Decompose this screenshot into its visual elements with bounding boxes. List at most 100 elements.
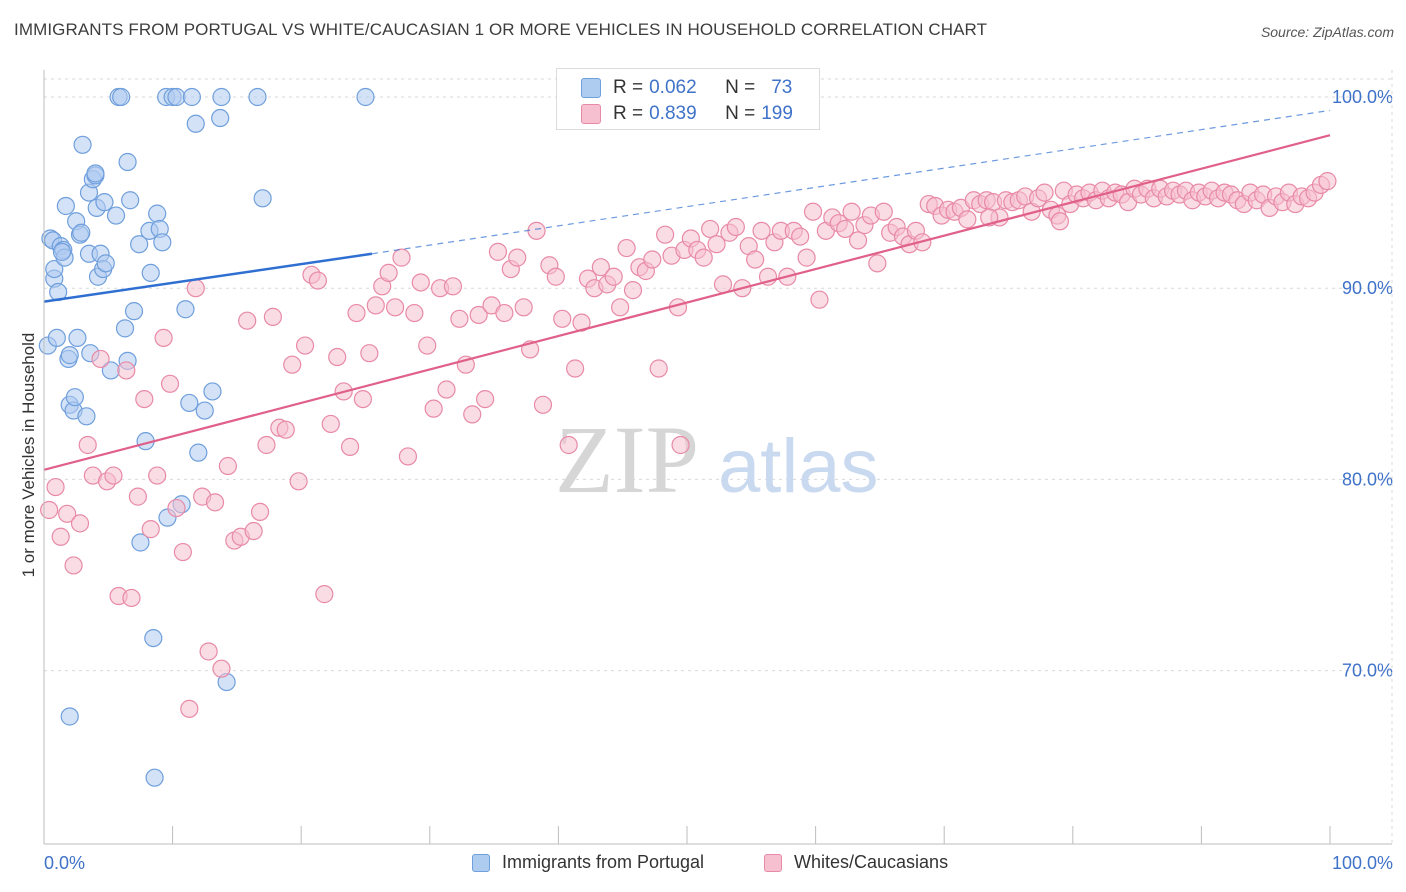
legend-label: Immigrants from Portugal bbox=[502, 852, 705, 872]
point-portugal bbox=[118, 152, 137, 172]
point-whites bbox=[791, 227, 810, 246]
point-portugal bbox=[45, 259, 64, 279]
point-whites bbox=[591, 258, 610, 277]
point-portugal bbox=[195, 401, 214, 420]
point-whites bbox=[566, 359, 585, 378]
point-portugal bbox=[72, 223, 91, 242]
point-portugal bbox=[65, 388, 84, 407]
point-whites bbox=[398, 447, 418, 466]
watermark-zip: ZIP bbox=[555, 406, 699, 513]
point-portugal bbox=[212, 87, 231, 107]
point-whites bbox=[533, 395, 553, 414]
point-whites bbox=[148, 466, 167, 485]
point-portugal bbox=[56, 196, 75, 216]
point-whites bbox=[167, 498, 186, 518]
legend-item-whites[interactable]: Whites/Caucasians bbox=[764, 852, 948, 873]
point-whites bbox=[122, 588, 141, 608]
point-whites bbox=[51, 527, 70, 546]
n-label: N = bbox=[725, 77, 756, 98]
point-whites bbox=[527, 221, 546, 240]
point-whites bbox=[411, 273, 430, 292]
point-whites bbox=[366, 296, 385, 315]
point-whites bbox=[58, 504, 77, 523]
point-whites bbox=[379, 263, 398, 283]
y-tick-label: 80.0% bbox=[1342, 469, 1393, 489]
x-tick-label-max: 100.0% bbox=[1332, 853, 1393, 873]
point-portugal bbox=[211, 108, 230, 128]
y-tick-label: 90.0% bbox=[1342, 278, 1393, 298]
stats-row-blue: R = 0.062 N = 73 bbox=[581, 76, 792, 100]
point-whites bbox=[508, 248, 527, 267]
point-whites bbox=[205, 493, 225, 512]
point-whites bbox=[868, 254, 887, 273]
point-whites bbox=[244, 521, 263, 541]
point-whites bbox=[746, 250, 765, 269]
point-whites bbox=[643, 250, 662, 269]
point-whites bbox=[617, 238, 636, 258]
point-whites bbox=[173, 542, 192, 562]
point-whites bbox=[958, 210, 977, 229]
point-whites bbox=[656, 225, 675, 244]
chart-title: IMMIGRANTS FROM PORTUGAL VS WHITE/CAUCAS… bbox=[14, 20, 988, 39]
point-whites bbox=[424, 399, 443, 418]
point-whites bbox=[694, 248, 713, 267]
point-whites bbox=[405, 303, 424, 323]
point-whites bbox=[437, 380, 456, 399]
stats-box: R = 0.062 N = 73 R = 0.839 N = 199 bbox=[556, 68, 820, 130]
axis-layer bbox=[43, 70, 1392, 845]
trend-line-portugal-extension bbox=[371, 109, 1331, 255]
point-portugal bbox=[95, 193, 114, 212]
point-portugal bbox=[130, 235, 149, 254]
point-portugal bbox=[68, 328, 87, 348]
point-whites bbox=[186, 279, 205, 298]
trend-line-portugal bbox=[43, 252, 373, 303]
legend-item-portugal[interactable]: Immigrants from Portugal bbox=[472, 852, 704, 873]
point-whites bbox=[321, 414, 340, 434]
y-tick-label: 100.0% bbox=[1332, 87, 1393, 107]
point-whites bbox=[752, 221, 771, 240]
blue-swatch bbox=[581, 78, 601, 98]
n-value: 199 bbox=[761, 103, 793, 124]
point-whites bbox=[353, 389, 373, 409]
trend-layer bbox=[43, 109, 1331, 471]
legend-label: Whites/Caucasians bbox=[794, 852, 949, 872]
point-whites bbox=[295, 336, 315, 355]
point-portugal bbox=[52, 242, 72, 261]
point-whites bbox=[623, 281, 643, 300]
point-portugal bbox=[189, 443, 208, 462]
point-whites bbox=[315, 585, 334, 604]
point-whites bbox=[180, 699, 199, 718]
point-portugal bbox=[60, 346, 79, 365]
point-whites bbox=[450, 309, 469, 328]
point-whites bbox=[199, 642, 218, 661]
point-portugal bbox=[73, 135, 92, 154]
point-whites bbox=[250, 502, 270, 522]
point-whites bbox=[104, 466, 123, 485]
point-portugal bbox=[60, 707, 79, 726]
point-portugal bbox=[131, 533, 150, 552]
point-whites bbox=[649, 359, 668, 378]
pink-swatch bbox=[581, 104, 601, 124]
r-label: R = bbox=[613, 103, 644, 124]
point-whites bbox=[1035, 183, 1054, 202]
point-whites bbox=[128, 487, 147, 506]
watermark-atlas: atlas bbox=[718, 424, 879, 509]
point-whites bbox=[212, 659, 231, 678]
point-portugal bbox=[106, 206, 126, 225]
point-portugal bbox=[141, 263, 160, 283]
point-whites bbox=[559, 435, 578, 455]
legend-swatch-blue bbox=[472, 853, 490, 872]
point-whites bbox=[797, 248, 816, 267]
point-portugal bbox=[253, 189, 272, 208]
point-whites bbox=[141, 520, 160, 539]
point-whites bbox=[64, 556, 83, 575]
point-whites bbox=[469, 305, 488, 325]
point-portugal bbox=[96, 254, 115, 273]
point-whites bbox=[392, 248, 411, 267]
point-whites bbox=[117, 361, 136, 380]
point-whites bbox=[836, 219, 855, 239]
point-whites bbox=[726, 217, 745, 237]
point-portugal bbox=[47, 328, 66, 348]
n-value: 73 bbox=[771, 77, 793, 98]
x-tick-label-min: 0.0% bbox=[44, 853, 85, 873]
